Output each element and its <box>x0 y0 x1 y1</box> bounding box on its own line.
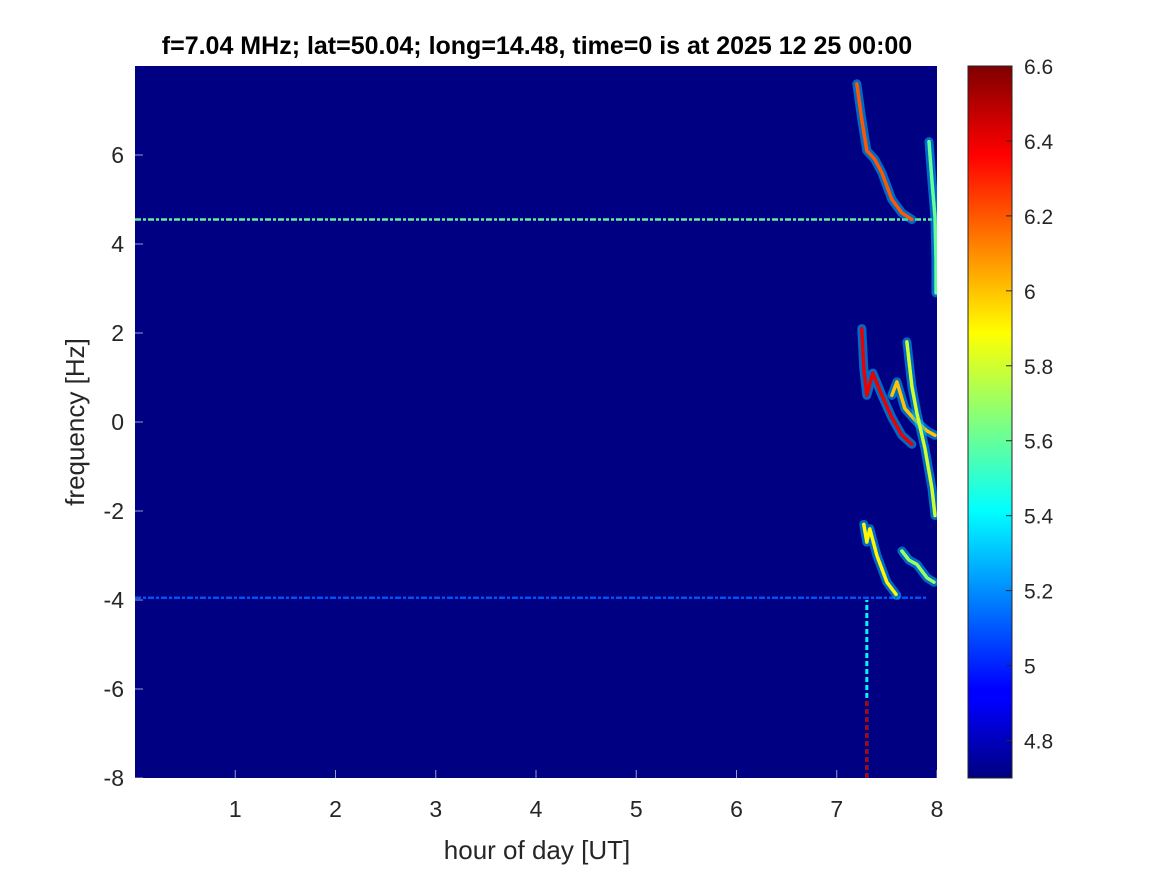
trace-8 <box>927 139 937 295</box>
colorbar-tick-label: 5.8 <box>1024 356 1053 379</box>
trace-2 <box>855 82 914 222</box>
trace-5 <box>905 340 937 518</box>
x-tick-label: 7 <box>830 796 843 822</box>
trace-7 <box>900 549 936 584</box>
x-tick-label: 5 <box>630 796 643 822</box>
colorbar-tick-label: 5.2 <box>1024 581 1053 604</box>
x-tick-label: 8 <box>931 796 944 822</box>
colorbar-tick-label: 5.4 <box>1024 506 1054 529</box>
x-tick-label: 6 <box>730 796 743 822</box>
y-tick-label: 0 <box>111 409 124 435</box>
trace-4 <box>890 380 937 438</box>
colorbar-tick-label: 6 <box>1024 281 1036 304</box>
colorbar-tick-label: 5 <box>1024 656 1036 679</box>
heatmap-noise <box>135 66 937 778</box>
colorbar-tick-label: 4.8 <box>1024 731 1053 754</box>
trace-3 <box>860 326 914 447</box>
y-tick-label: -6 <box>104 676 124 702</box>
y-tick-label: 6 <box>111 142 124 168</box>
colorbar-tick-label: 6.6 <box>1024 56 1053 79</box>
trace-6 <box>862 522 899 598</box>
y-tick-label: -2 <box>104 498 124 524</box>
y-tick-label: 2 <box>111 320 124 346</box>
chart-title: f=7.04 MHz; lat=50.04; long=14.48, time=… <box>162 32 912 60</box>
plot-area <box>135 66 937 778</box>
colorbar-tick-label: 6.2 <box>1024 206 1053 229</box>
colorbar-gradient <box>967 65 1013 779</box>
x-tick-label: 2 <box>329 796 342 822</box>
x-tick-label: 1 <box>229 796 242 822</box>
x-axis-ticks: 1 2 3 4 5 6 7 8 <box>229 770 944 822</box>
y-tick-label: -8 <box>104 765 124 791</box>
heatmap-features <box>135 79 937 778</box>
y-axis-ticks: 6 4 2 0 -2 -4 -6 -8 <box>104 142 143 791</box>
y-tick-label: 4 <box>111 231 124 257</box>
colorbar: 6.6 6.4 6.2 6 5.8 5.6 5.4 5.2 5 4.8 <box>967 56 1054 779</box>
x-tick-label: 3 <box>429 796 442 822</box>
y-tick-label: -4 <box>104 587 125 613</box>
colorbar-tick-label: 6.4 <box>1024 131 1054 154</box>
y-axis-label: frequency [Hz] <box>60 338 90 506</box>
x-tick-label: 4 <box>530 796 543 822</box>
colorbar-ticks: 6.6 6.4 6.2 6 5.8 5.6 5.4 5.2 5 4.8 <box>1006 56 1054 754</box>
x-axis-label: hour of day [UT] <box>444 835 630 865</box>
colorbar-tick-label: 5.6 <box>1024 431 1053 454</box>
